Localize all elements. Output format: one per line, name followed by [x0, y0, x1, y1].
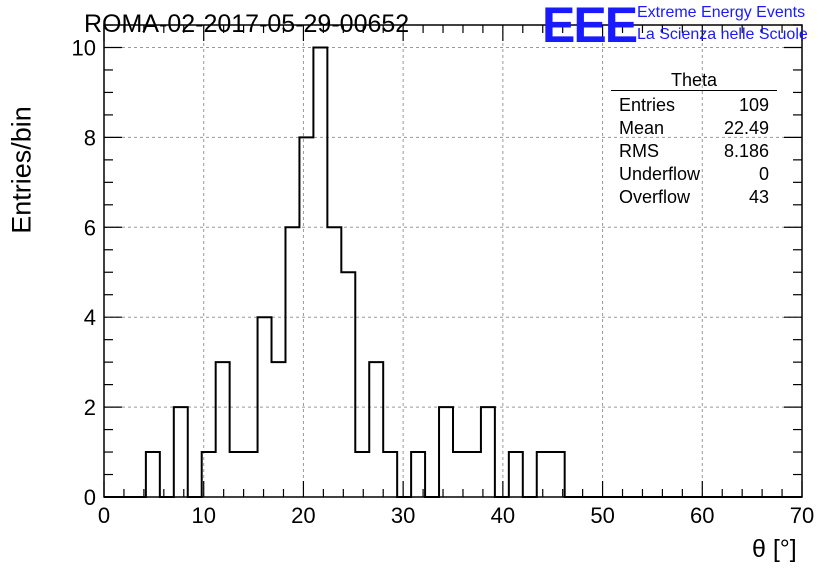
y-tick-label: 2: [84, 395, 96, 420]
y-tick-label: 8: [84, 125, 96, 150]
stats-value: 8.186: [723, 141, 769, 161]
stats-box: Theta Entries 109 Mean 22.49 RMS 8.186 U…: [611, 70, 777, 209]
y-tick-label: 4: [84, 305, 96, 330]
y-tick-label: 0: [84, 485, 96, 510]
stats-row-underflow: Underflow 0: [611, 163, 777, 186]
org-line-1: Extreme Energy Events: [637, 4, 806, 21]
stats-label: Underflow: [619, 164, 701, 184]
tick-labels: 0 10 20 30 40 50 60 70 0 2 4 6 8 10: [72, 35, 815, 528]
x-tick-label: 0: [98, 503, 110, 528]
x-tick-label: 10: [191, 503, 215, 528]
eee-logo: EEE: [542, 0, 638, 53]
stats-value: 109: [738, 95, 769, 115]
stats-value: 43: [748, 187, 769, 207]
stats-row-rms: RMS 8.186: [611, 140, 777, 163]
x-tick-label: 40: [491, 503, 515, 528]
x-axis-label: θ [°]: [752, 535, 797, 563]
stats-label: Mean: [619, 118, 665, 138]
stats-value: 0: [758, 164, 769, 184]
stats-row-mean: Mean 22.49: [611, 117, 777, 140]
y-axis-label: Entries/bin: [6, 106, 37, 234]
plot-frame: [103, 24, 803, 498]
stats-label: Overflow: [619, 187, 691, 207]
stats-row-overflow: Overflow 43: [611, 186, 777, 209]
chart-title: ROMA-02-2017-05-29-00652: [84, 10, 410, 38]
x-tick-label: 60: [690, 503, 714, 528]
stats-label: RMS: [619, 141, 659, 161]
axes: [103, 24, 803, 498]
org-line-2: La Scienza nelle Scuole: [637, 26, 808, 43]
stats-row-entries: Entries 109: [611, 94, 777, 117]
stats-label: Entries: [619, 95, 676, 115]
x-tick-label: 50: [590, 503, 614, 528]
stats-title: Theta: [611, 70, 777, 91]
x-tick-label: 30: [391, 503, 415, 528]
x-tick-label: 20: [291, 503, 315, 528]
y-tick-label: 10: [72, 35, 96, 60]
y-tick-label: 6: [84, 215, 96, 240]
x-tick-label: 70: [790, 503, 814, 528]
y-axis-label-wrap: Entries/bin: [2, 106, 42, 234]
stats-value: 22.49: [723, 118, 769, 138]
